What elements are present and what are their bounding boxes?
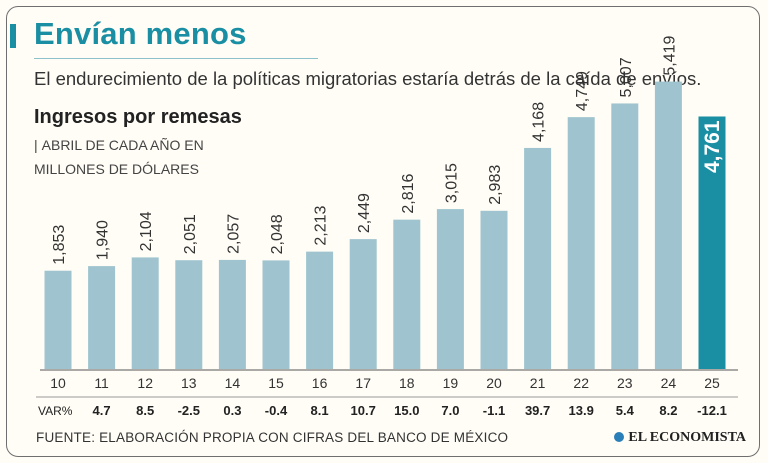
bar-value-label: 2,983: [487, 165, 504, 205]
bar-value-label: 2,048: [269, 214, 286, 254]
var-pct-value: -12.1: [697, 403, 727, 418]
bar: [306, 251, 334, 369]
x-tick-label: 15: [268, 375, 284, 391]
bar: [698, 116, 726, 369]
bar: [88, 266, 116, 369]
var-pct-value: -0.4: [265, 403, 288, 418]
bar-value-label: 5,419: [661, 35, 678, 75]
bar-value-label: 2,213: [313, 205, 330, 245]
bar-value-label: 1,940: [95, 220, 112, 260]
var-pct-value: 8.5: [136, 403, 154, 418]
bar-value-label: 3,015: [443, 163, 460, 203]
x-tick-label: 23: [617, 375, 633, 391]
x-tick-label: 19: [443, 375, 459, 391]
brand-name: EL ECONOMISTA: [628, 430, 746, 445]
bar-value-label: 4,168: [531, 102, 548, 142]
bar: [393, 219, 421, 369]
var-pct-value: 4.7: [93, 403, 111, 418]
source-note: FUENTE: ELABORACIÓN PROPIA CON CIFRAS DE…: [36, 430, 509, 445]
dek-text: El endurecimiento de la políticas migrat…: [34, 68, 702, 89]
x-tick-label: 24: [661, 375, 677, 391]
x-tick-label: 13: [181, 375, 197, 391]
headline-rule: [34, 58, 318, 59]
var-row-label: VAR%: [38, 404, 73, 418]
x-tick-label: 12: [137, 375, 153, 391]
bar-value-label: 2,816: [400, 174, 417, 214]
bar-value-label: 5,007: [618, 57, 635, 97]
chart-subtitle: | ABRIL DE CADA AÑO EN MILLONES DE DÓLARE…: [34, 133, 244, 181]
bar: [218, 259, 246, 369]
var-pct-value: 5.4: [616, 403, 635, 418]
bar-value-label: 2,104: [138, 211, 155, 251]
bar-value-label: 4,761: [701, 120, 724, 173]
bar: [131, 257, 159, 369]
bar-value-label: 4,749: [574, 71, 591, 111]
x-tick-label: 16: [312, 375, 328, 391]
var-pct-value: -2.5: [178, 403, 200, 418]
bar-value-label: 2,057: [225, 214, 242, 254]
bar-value-label: 2,051: [182, 214, 199, 254]
x-tick-label: 25: [704, 375, 720, 391]
var-pct-value: 8.2: [659, 403, 677, 418]
brand-icon: [614, 432, 625, 442]
var-pct-value: 10.7: [351, 403, 376, 418]
var-pct-value: -1.1: [483, 403, 505, 418]
bar: [654, 81, 682, 370]
headline-accent-bar: [10, 24, 16, 48]
bar: [262, 260, 290, 369]
var-pct-value: 39.7: [525, 403, 550, 418]
x-tick-label: 20: [486, 375, 502, 391]
bar: [349, 239, 377, 369]
subtitle-pipe: |: [34, 137, 38, 153]
bar-value-label: 1,853: [51, 225, 68, 265]
var-pct-value: 8.1: [311, 403, 329, 418]
x-tick-label: 14: [225, 375, 241, 391]
bar: [175, 260, 203, 369]
x-tick-label: 17: [355, 375, 371, 391]
bar: [524, 147, 552, 369]
chart-title: Ingresos por remesas: [34, 106, 242, 128]
var-pct-value: 0.3: [223, 403, 241, 418]
chart-subtitle-line2: MILLONES DE DÓLARES: [34, 161, 199, 177]
x-tick-label: 10: [50, 375, 66, 391]
bar: [480, 210, 508, 369]
x-tick-label: 21: [530, 375, 546, 391]
bar: [436, 209, 464, 369]
bar: [44, 270, 72, 369]
var-pct-value: 15.0: [394, 403, 419, 418]
x-tick-label: 18: [399, 375, 415, 391]
var-pct-value: 13.9: [569, 403, 594, 418]
x-tick-label: 22: [573, 375, 589, 391]
brand-logo: EL ECONOMISTA: [614, 430, 746, 446]
headline: Envían menos: [34, 16, 247, 51]
bar: [567, 117, 595, 369]
bar: [611, 103, 639, 369]
var-pct-value: 7.0: [441, 403, 459, 418]
chart-subtitle-line1: ABRIL DE CADA AÑO EN: [41, 137, 204, 153]
x-tick-label: 11: [94, 375, 109, 391]
bar-value-label: 2,449: [356, 193, 373, 233]
